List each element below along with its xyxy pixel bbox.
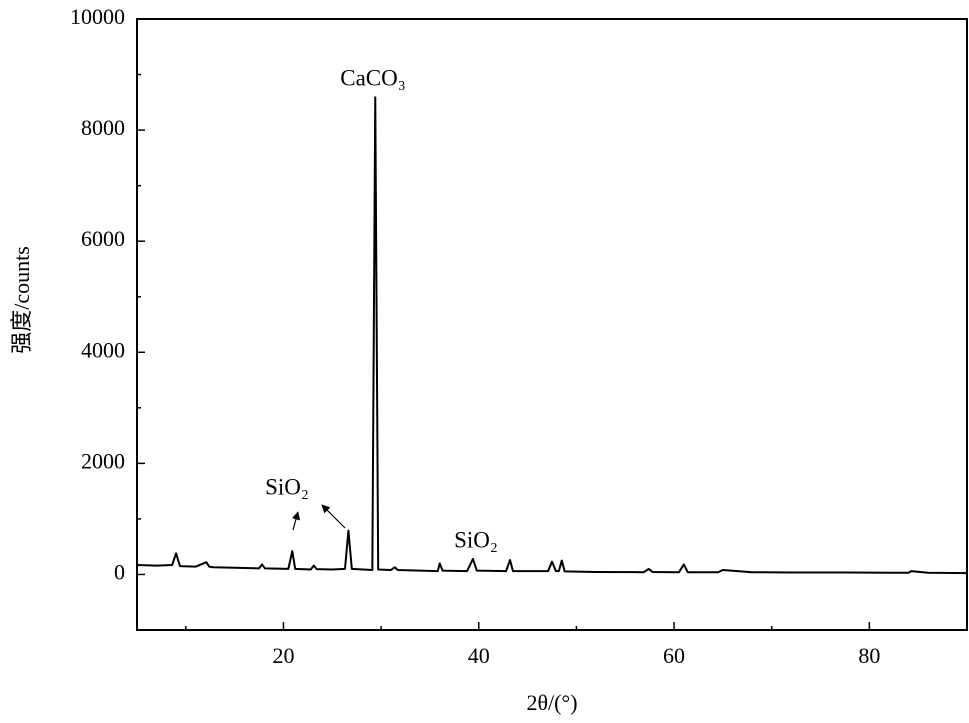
y-axis-label: 强度/counts [9, 246, 34, 354]
y-tick-label: 0 [114, 560, 125, 585]
annotation: SiO₂ [265, 474, 309, 499]
y-tick-label: 6000 [81, 226, 125, 251]
y-tick-label: 10000 [70, 4, 125, 29]
x-tick-label: 80 [858, 643, 880, 668]
x-axis-label: 2θ/(°) [526, 690, 577, 715]
y-tick-label: 4000 [81, 337, 125, 362]
data-line [136, 96, 968, 575]
x-tick-label: 40 [468, 643, 490, 668]
y-tick-label: 8000 [81, 115, 125, 140]
arrow [291, 511, 301, 531]
plot-frame [136, 18, 968, 631]
annotation: CaCO₃ [340, 65, 406, 90]
x-tick-label: 20 [272, 643, 294, 668]
arrow [321, 504, 346, 529]
annotation: SiO₂ [454, 527, 498, 552]
y-tick-label: 2000 [81, 448, 125, 473]
x-tick-label: 60 [663, 643, 685, 668]
